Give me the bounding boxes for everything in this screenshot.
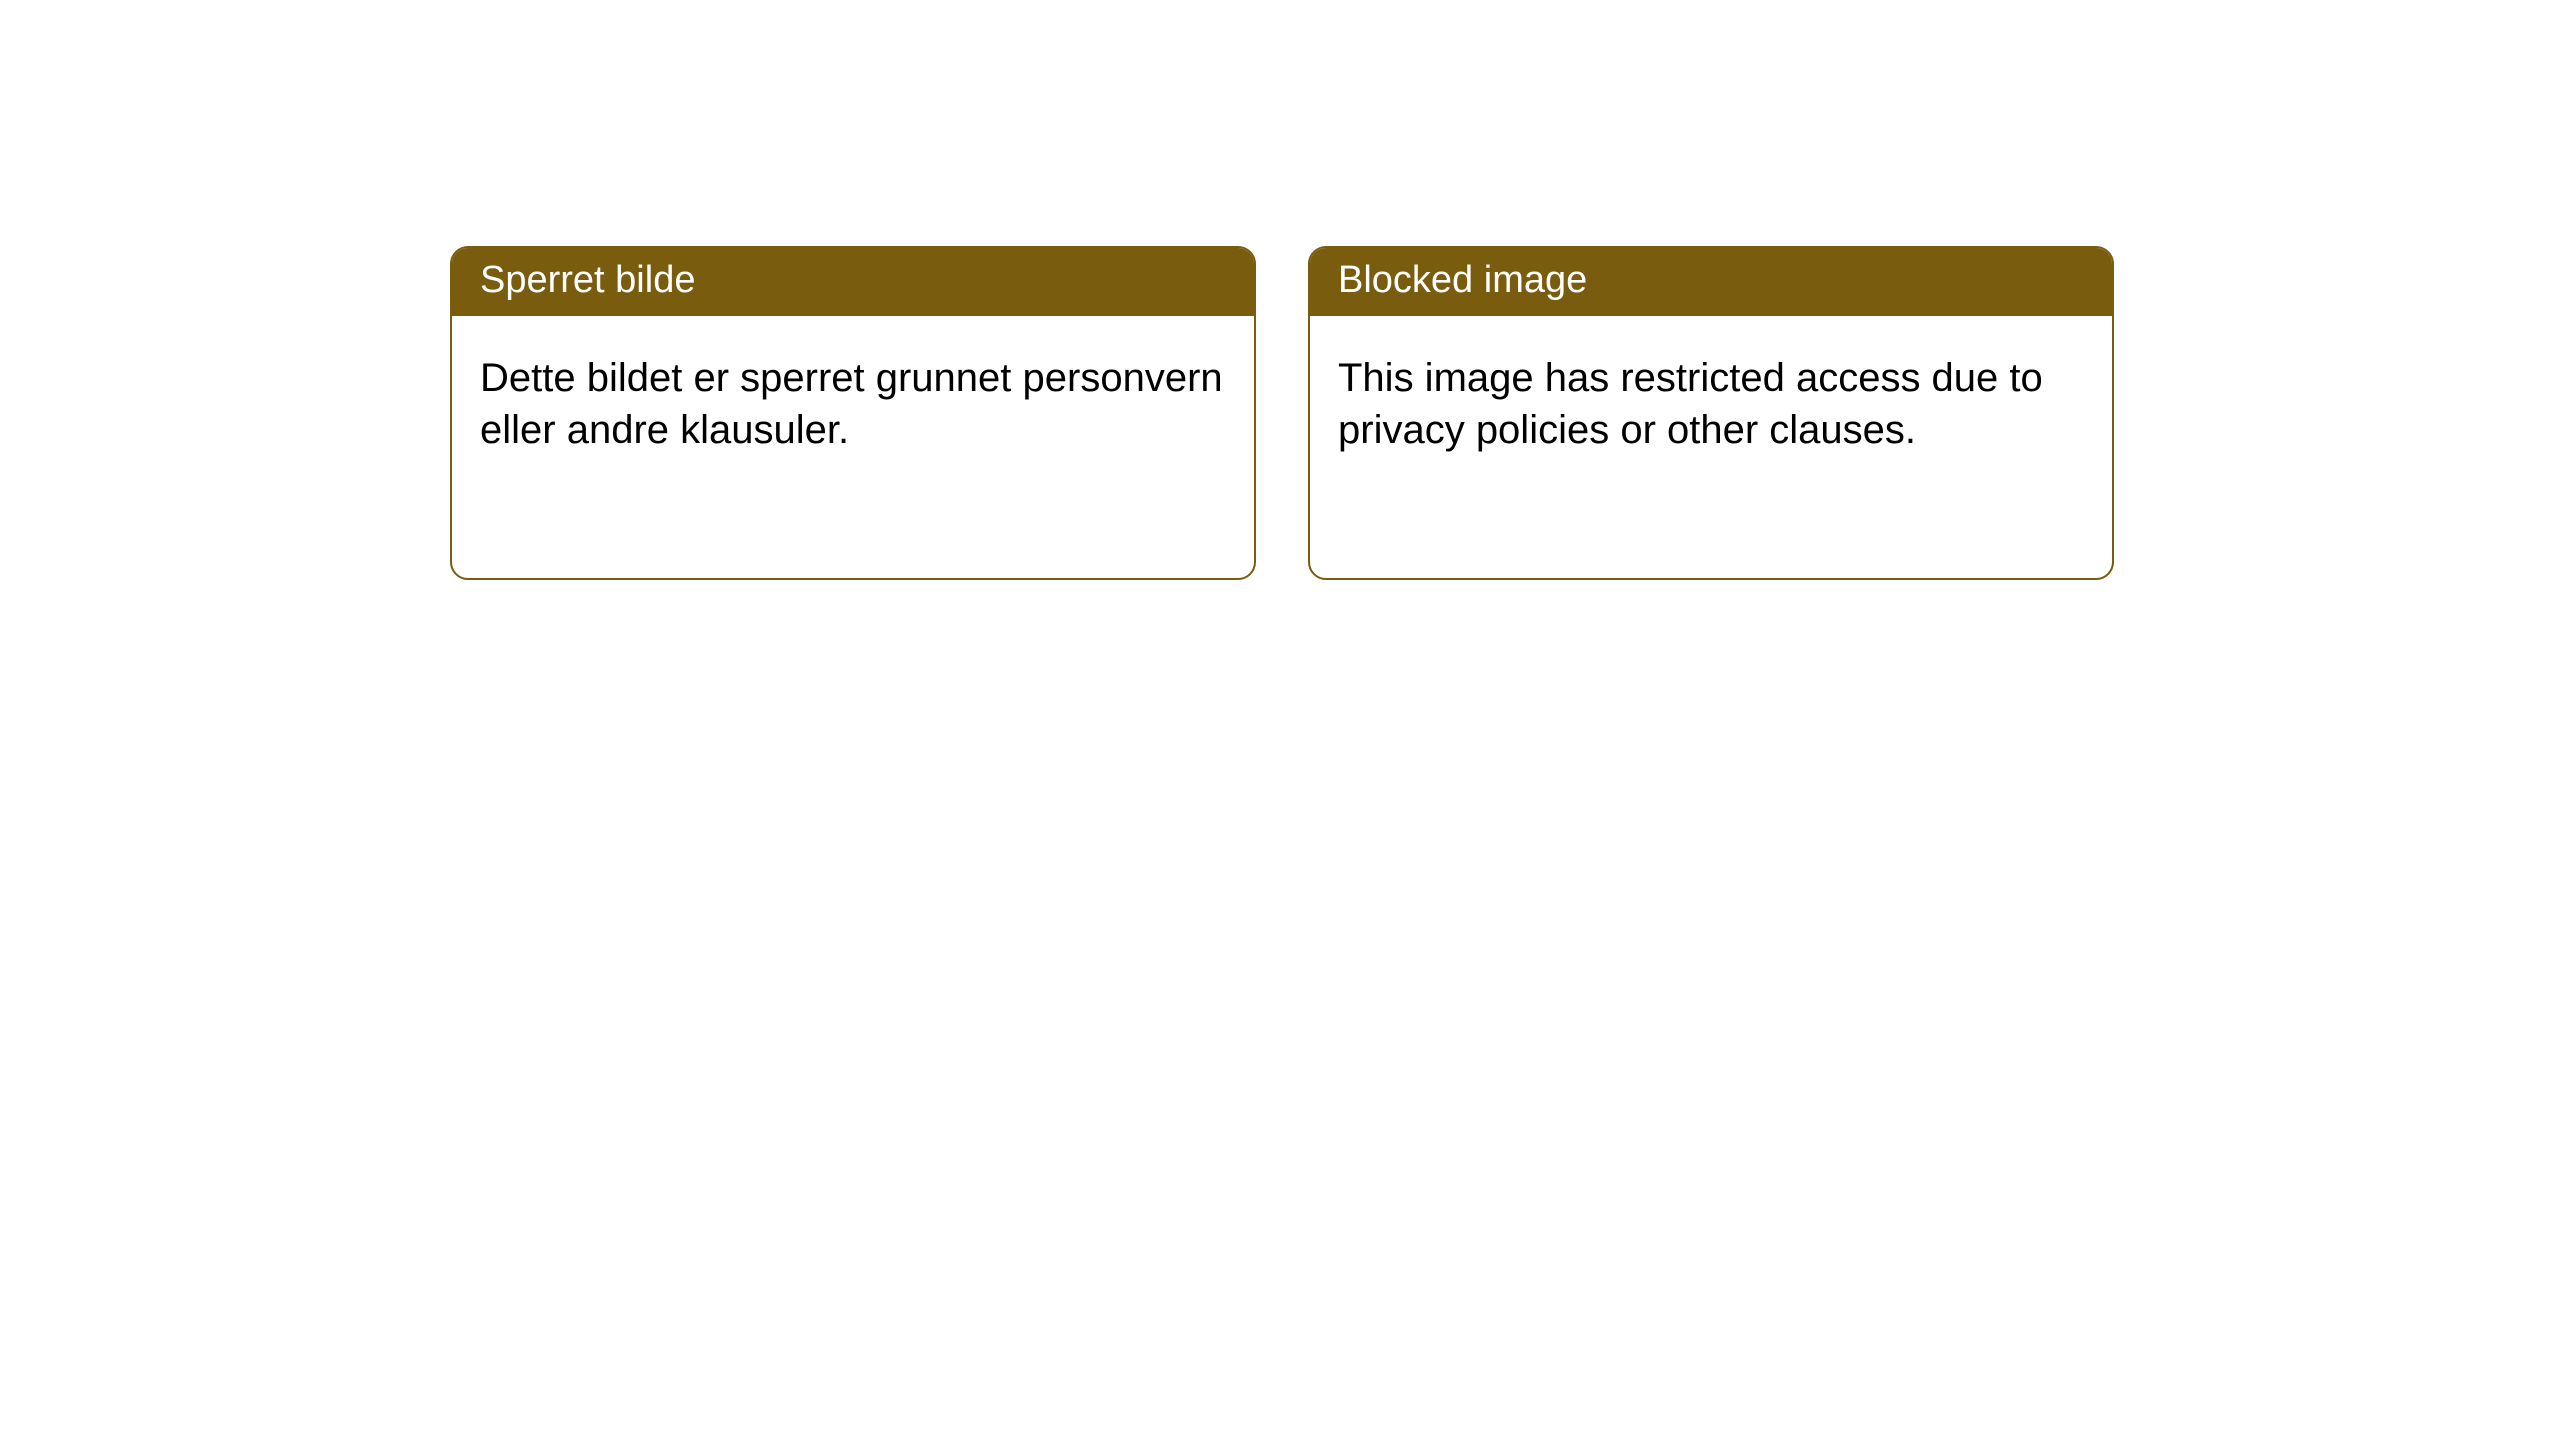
notice-container: Sperret bilde Dette bildet er sperret gr… (0, 0, 2560, 580)
card-body: Dette bildet er sperret grunnet personve… (452, 316, 1254, 484)
card-body: This image has restricted access due to … (1310, 316, 2112, 484)
notice-card-english: Blocked image This image has restricted … (1308, 246, 2114, 580)
card-body-text: This image has restricted access due to … (1338, 356, 2043, 452)
notice-card-norwegian: Sperret bilde Dette bildet er sperret gr… (450, 246, 1256, 580)
card-title: Blocked image (1338, 259, 1587, 301)
card-body-text: Dette bildet er sperret grunnet personve… (480, 356, 1223, 452)
card-header: Blocked image (1310, 248, 2112, 316)
card-header: Sperret bilde (452, 248, 1254, 316)
card-title: Sperret bilde (480, 259, 695, 301)
